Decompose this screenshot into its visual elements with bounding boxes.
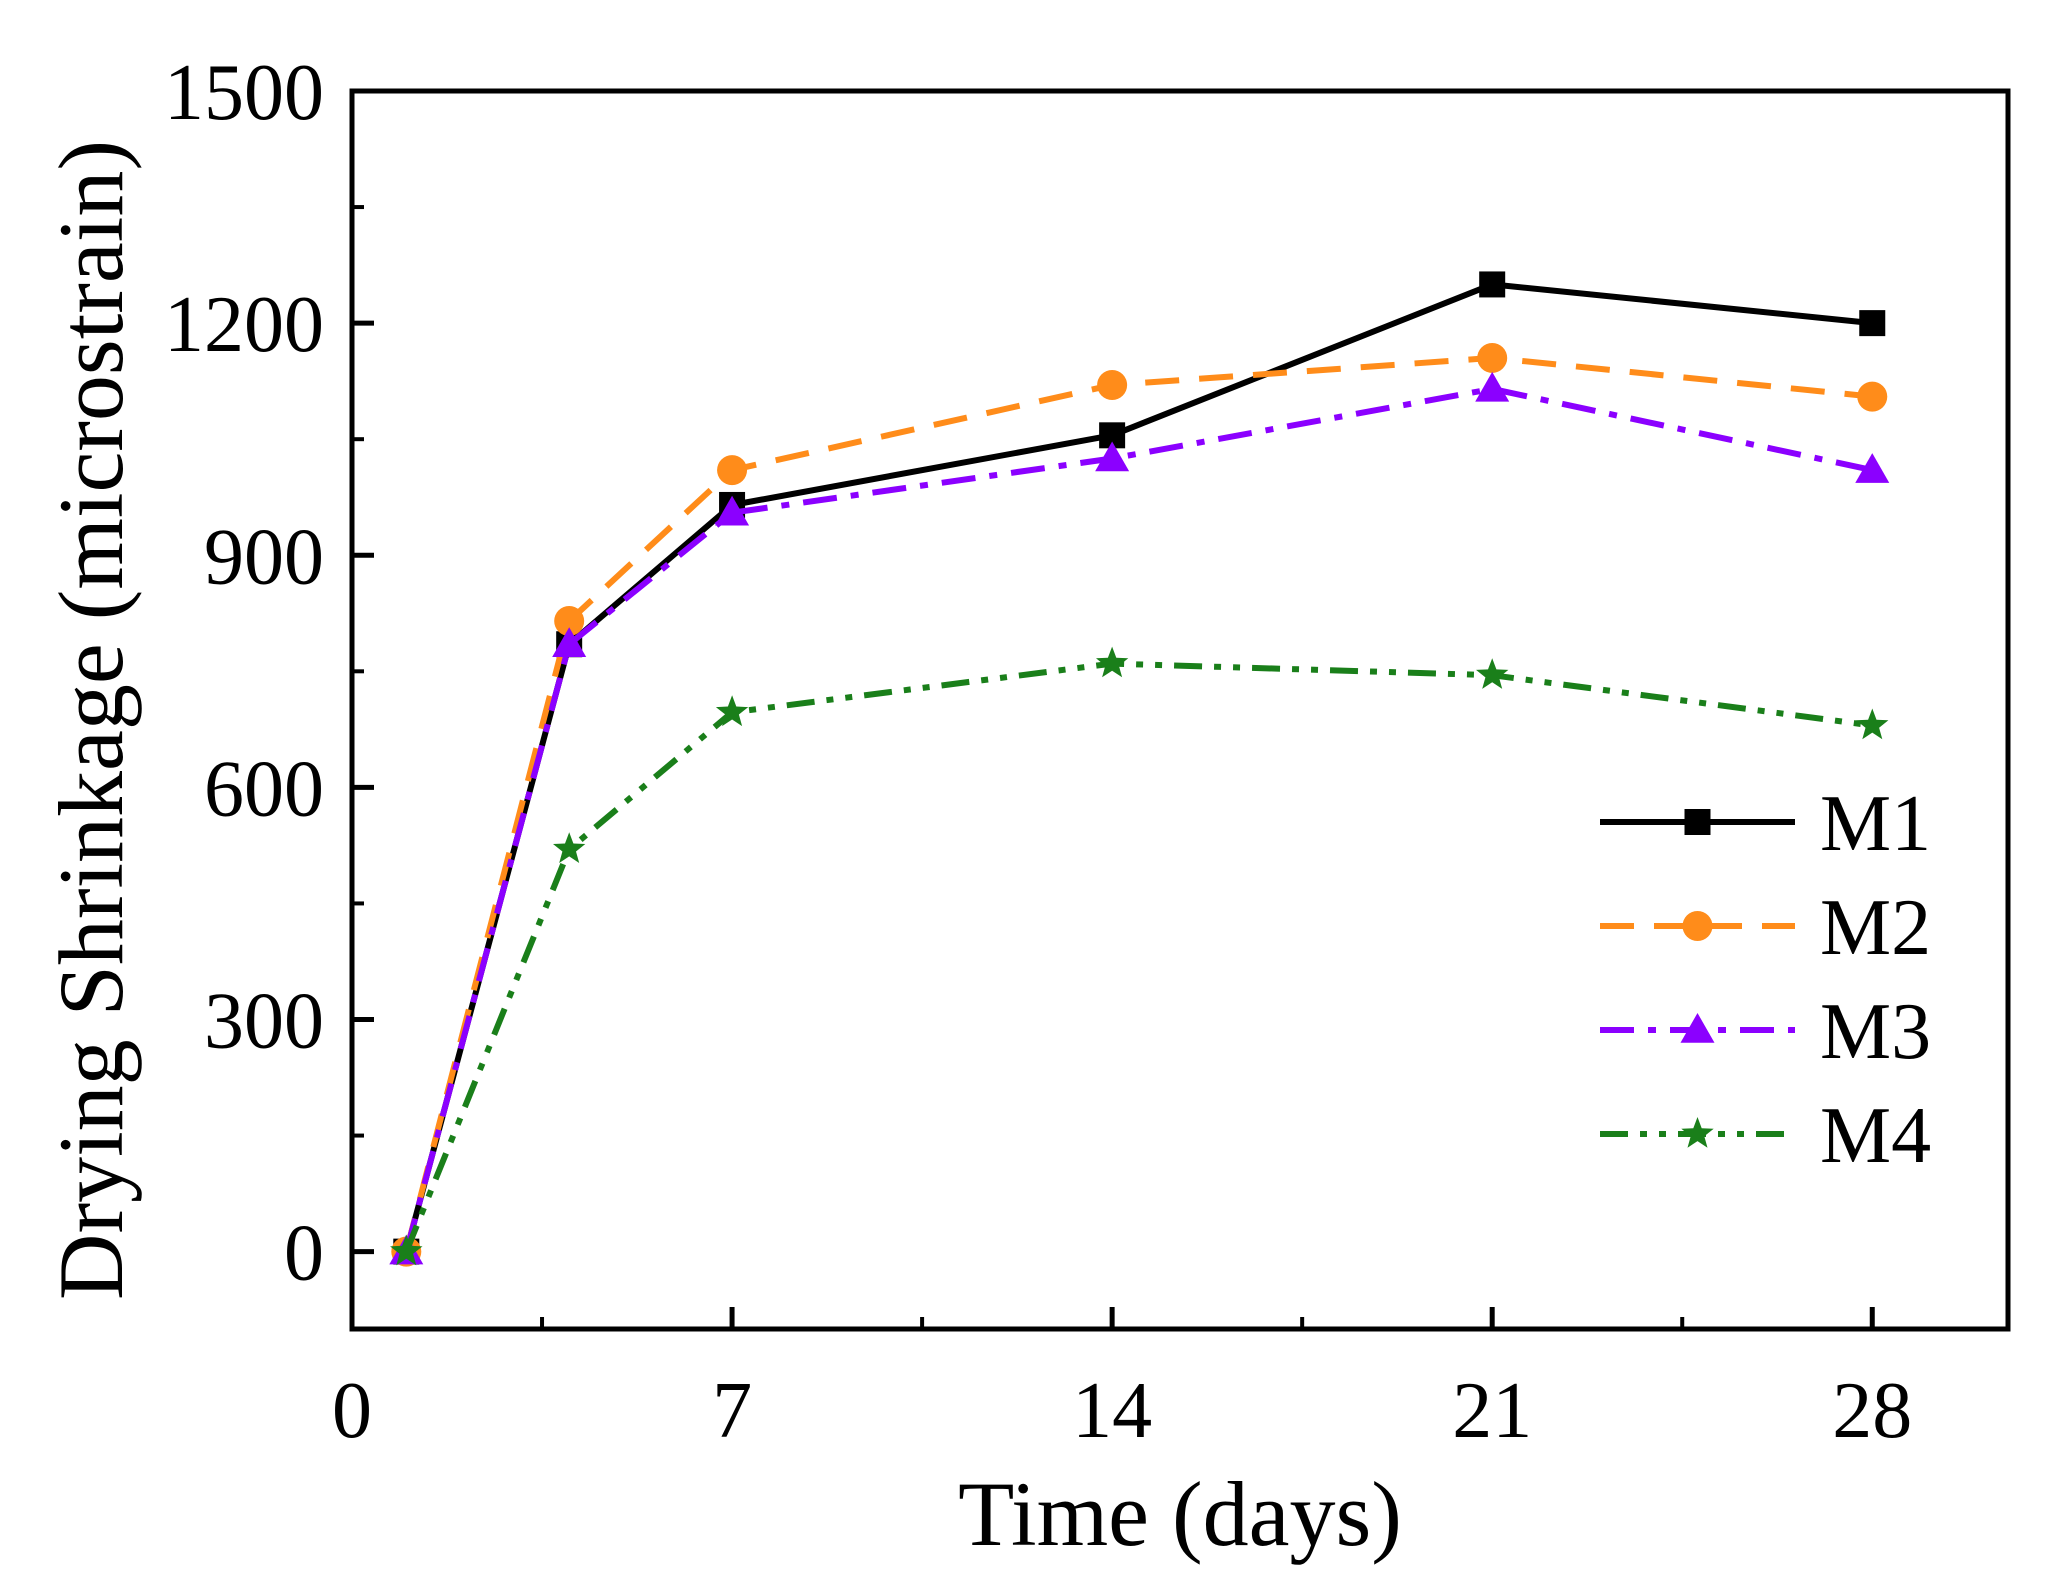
y-tick-label: 600 bbox=[204, 745, 324, 833]
x-axis-label: Time (days) bbox=[958, 1463, 1402, 1565]
legend-marker bbox=[1680, 1013, 1715, 1043]
series-line-m4 bbox=[403, 660, 1873, 1253]
x-tick-label: 14 bbox=[1072, 1367, 1152, 1455]
data-point-m1 bbox=[1479, 271, 1506, 298]
series-m2 bbox=[391, 342, 1888, 1267]
data-point-m2 bbox=[1097, 370, 1128, 401]
data-point-m3 bbox=[552, 627, 587, 657]
y-tick-label: 300 bbox=[204, 978, 324, 1066]
data-point-m3 bbox=[1475, 371, 1510, 402]
legend-label: M1 bbox=[1820, 780, 1931, 868]
data-point-m1 bbox=[1859, 310, 1886, 337]
legend-marker bbox=[1684, 809, 1711, 835]
legend-label: M2 bbox=[1820, 884, 1931, 972]
data-point-m4 bbox=[390, 1234, 423, 1266]
legend-marker bbox=[1681, 1117, 1714, 1148]
series-line-m2 bbox=[403, 354, 1873, 1253]
data-point-m3 bbox=[1855, 453, 1890, 483]
y-tick-label: 1500 bbox=[164, 49, 324, 137]
legend-item-m3: M3 bbox=[1600, 988, 1931, 1076]
y-axis-label: Drying Shrinkage (microstrain) bbox=[40, 140, 142, 1300]
x-tick-label: 7 bbox=[712, 1367, 752, 1455]
x-tick-label: 21 bbox=[1452, 1367, 1532, 1455]
data-point-m4 bbox=[1856, 708, 1889, 740]
plot-frame bbox=[349, 88, 2011, 1332]
series-m3 bbox=[389, 371, 1890, 1265]
data-point-m3 bbox=[1095, 441, 1130, 472]
series-m4 bbox=[390, 646, 1889, 1266]
data-point-m3 bbox=[715, 495, 750, 526]
legend-label: M3 bbox=[1820, 988, 1931, 1076]
x-tick-label: 28 bbox=[1832, 1367, 1912, 1455]
series-m1 bbox=[393, 271, 1886, 1265]
legend-item-m2: M2 bbox=[1600, 884, 1931, 972]
data-point-m4 bbox=[1096, 646, 1129, 678]
tick-marks bbox=[349, 88, 1875, 1329]
x-tick-label: 0 bbox=[332, 1367, 372, 1455]
data-point-m2 bbox=[1477, 342, 1508, 373]
data-point-m4 bbox=[715, 695, 749, 727]
data-point-m2 bbox=[717, 455, 748, 486]
legend-item-m1: M1 bbox=[1600, 780, 1931, 868]
legend-label: M4 bbox=[1820, 1092, 1931, 1180]
data-point-m2 bbox=[554, 606, 585, 637]
data-point-m2 bbox=[1857, 381, 1888, 412]
legend-item-m4: M4 bbox=[1600, 1092, 1931, 1180]
y-tick-label: 1200 bbox=[164, 281, 324, 369]
tick-labels: 0 7 14 21 28 0 300 600 900 1200 1500 bbox=[164, 49, 1912, 1455]
data-point-m4 bbox=[1476, 658, 1509, 689]
legend-marker bbox=[1682, 911, 1713, 941]
series-line-m3 bbox=[403, 385, 1873, 1253]
y-tick-label: 900 bbox=[204, 513, 324, 601]
series-line-m1 bbox=[403, 281, 1873, 1253]
y-tick-label: 0 bbox=[284, 1210, 324, 1298]
data-point-m4 bbox=[553, 832, 586, 863]
legend: M1 M2 M3 M4 bbox=[1600, 780, 1931, 1180]
series-lines bbox=[389, 271, 1890, 1267]
